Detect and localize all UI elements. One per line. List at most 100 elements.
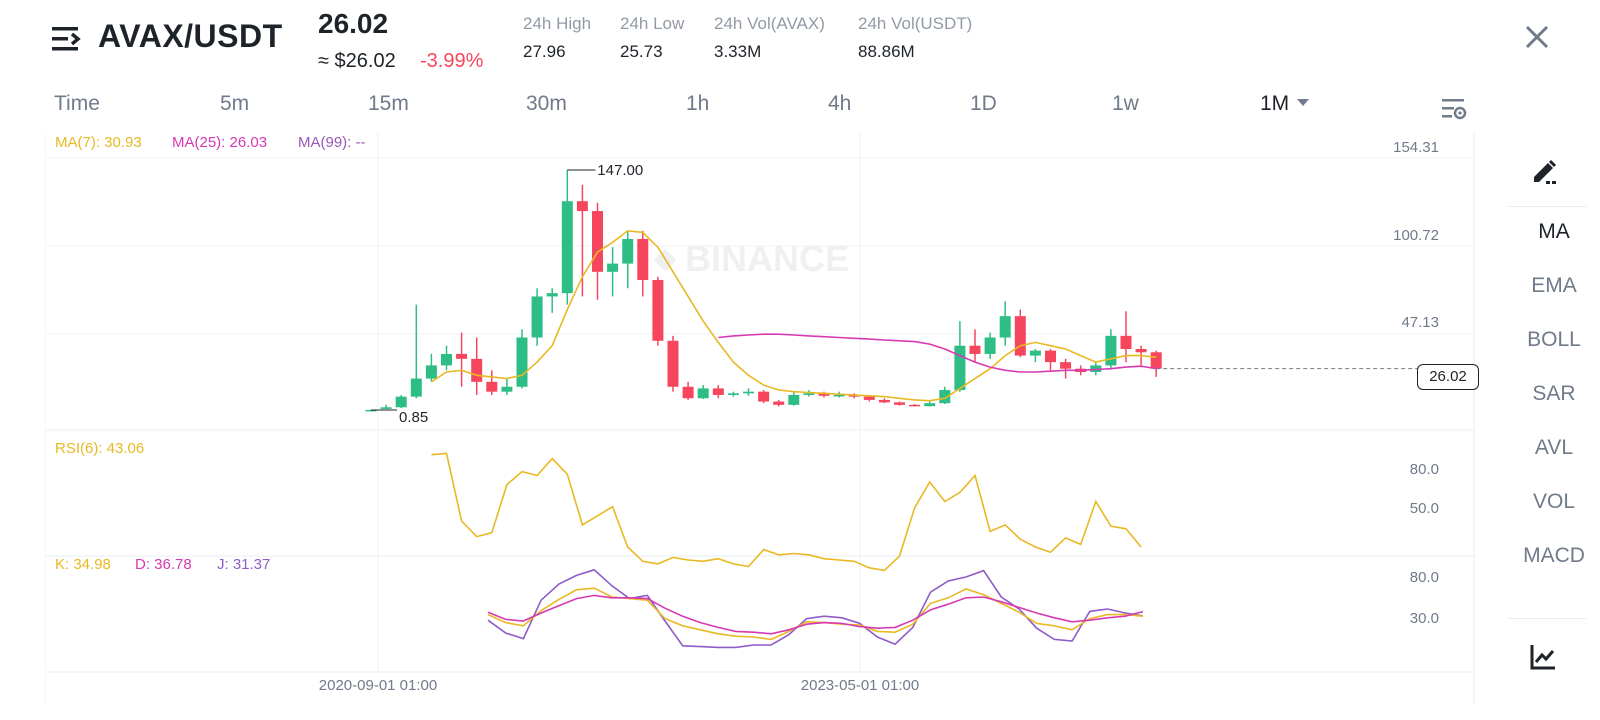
stat-value: 3.33M — [714, 42, 762, 61]
candle-body — [1045, 350, 1056, 363]
candle-body — [939, 390, 951, 404]
candle-body — [984, 337, 996, 354]
tab-time[interactable]: Time — [54, 92, 100, 115]
candle-body — [395, 396, 407, 408]
tab-1m-label: 1M — [1260, 92, 1290, 115]
tab-1w[interactable]: 1w — [1112, 92, 1139, 115]
ma25-line — [718, 333, 1157, 373]
kline-chart[interactable]: BINANCE 154.31 100.72 47.13 80.0 50.0 80… — [45, 132, 1475, 704]
stat-label: 24h High — [523, 14, 592, 33]
tab-1m[interactable]: 1M — [1260, 92, 1310, 116]
chart-icon[interactable] — [1528, 642, 1558, 672]
stat-label: 24h Low — [620, 14, 685, 33]
candle-body — [516, 337, 528, 387]
sidebar-item-vol[interactable]: VOL — [1532, 490, 1576, 513]
candle-body — [576, 201, 588, 212]
tab-15m[interactable]: 15m — [368, 92, 409, 115]
candle-body — [471, 358, 483, 382]
binance-watermark: BINANCE — [653, 238, 849, 279]
candle-body — [365, 409, 377, 412]
candle-body — [1120, 335, 1132, 349]
candle-body — [592, 211, 603, 272]
stat-24h-vol-avax: 24h Vol(AVAX) 3.33M — [714, 14, 825, 62]
close-icon[interactable] — [1522, 22, 1552, 52]
candle-body — [833, 394, 845, 397]
candle-body — [924, 403, 936, 407]
price-axis-label: 47.13 — [1401, 314, 1439, 331]
candle-body — [380, 407, 392, 409]
watermark-text: BINANCE — [685, 238, 849, 279]
candle-body — [486, 381, 498, 392]
candle-body — [999, 316, 1011, 338]
sidebar-item-avl[interactable]: AVL — [1534, 436, 1574, 459]
price-change: -3.99% — [420, 50, 484, 72]
stat-24h-vol-usdt: 24h Vol(USDT) 88.86M — [858, 14, 972, 62]
usd-price: ≈ $26.02 — [318, 50, 396, 72]
candle-body — [909, 404, 921, 407]
candle-body — [667, 340, 679, 387]
sidebar-divider — [1508, 618, 1586, 619]
candle-body — [441, 353, 452, 366]
kdj-k-line — [487, 587, 1143, 641]
candle-body — [773, 401, 785, 405]
stat-24h-high: 24h High 27.96 — [523, 14, 591, 62]
candle-body — [727, 393, 739, 395]
last-price-tag: 26.02 — [1417, 364, 1479, 390]
sidebar-item-sar[interactable]: SAR — [1532, 382, 1576, 405]
stat-value: 25.73 — [620, 42, 663, 61]
time-axis-label: 2023-05-01 01:00 — [801, 677, 919, 694]
candle-body — [878, 399, 890, 403]
sidebar-item-macd[interactable]: MACD — [1523, 544, 1585, 567]
candle-body — [1090, 365, 1102, 372]
sidebar-item-ema[interactable]: EMA — [1531, 274, 1577, 297]
stat-label: 24h Vol(AVAX) — [714, 14, 825, 33]
candle-body — [531, 296, 543, 338]
time-axis-label: 2020-09-01 01:00 — [319, 677, 437, 694]
tab-1h[interactable]: 1h — [686, 92, 710, 115]
ma7-label: MA(7): 30.93 — [55, 134, 142, 151]
kdj-d-label: D: 36.78 — [135, 556, 192, 573]
price-axis-label: 100.72 — [1393, 227, 1439, 244]
candle-body — [546, 293, 558, 297]
candle-body — [954, 345, 966, 391]
chart-settings-icon[interactable] — [1440, 96, 1468, 122]
stat-value: 88.86M — [858, 42, 915, 61]
candle-body — [425, 365, 437, 379]
candle-body — [1105, 335, 1117, 366]
candle-body — [803, 393, 815, 395]
tab-30m[interactable]: 30m — [526, 92, 567, 115]
candle-body — [1135, 348, 1147, 353]
candle-body — [456, 353, 468, 359]
candle-body — [1014, 316, 1026, 356]
candle-body — [788, 394, 800, 405]
low-marker-label: 0.85 — [399, 409, 428, 426]
chart-panel[interactable]: BINANCE 154.31 100.72 47.13 80.0 50.0 80… — [45, 132, 1475, 704]
rsi-axis-label: 80.0 — [1410, 461, 1439, 478]
timeframe-tabs: Time 5m 15m 30m 1h 4h 1D 1w 1M — [0, 92, 1480, 128]
candle-body — [818, 393, 830, 396]
caret-down-icon — [1297, 98, 1310, 106]
tab-4h[interactable]: 4h — [828, 92, 852, 115]
candle-body — [863, 396, 875, 400]
kdj-j-label: J: 31.37 — [217, 556, 271, 573]
candle-body — [743, 391, 754, 394]
tab-1d[interactable]: 1D — [970, 92, 997, 115]
sidebar-item-boll[interactable]: BOLL — [1527, 328, 1581, 351]
kdj-d-line — [487, 594, 1144, 635]
sidebar-item-ma[interactable]: MA — [1538, 220, 1570, 243]
tab-5m[interactable]: 5m — [220, 92, 250, 115]
candle-body — [758, 391, 770, 402]
pencil-icon[interactable] — [1528, 155, 1560, 187]
candle-body — [607, 263, 619, 272]
candle-body — [1029, 350, 1041, 356]
candle-body — [969, 345, 981, 354]
stat-value: 27.96 — [523, 42, 566, 61]
stat-24h-low: 24h Low 25.73 — [620, 14, 684, 62]
candle-body — [697, 388, 709, 399]
price-axis-label: 154.31 — [1393, 139, 1439, 156]
candle-body — [652, 280, 664, 341]
kdj-axis-label: 30.0 — [1410, 610, 1439, 627]
ma99-label: MA(99): -- — [298, 134, 366, 151]
rsi-label: RSI(6): 43.06 — [55, 440, 145, 457]
menu-icon[interactable] — [50, 24, 84, 54]
